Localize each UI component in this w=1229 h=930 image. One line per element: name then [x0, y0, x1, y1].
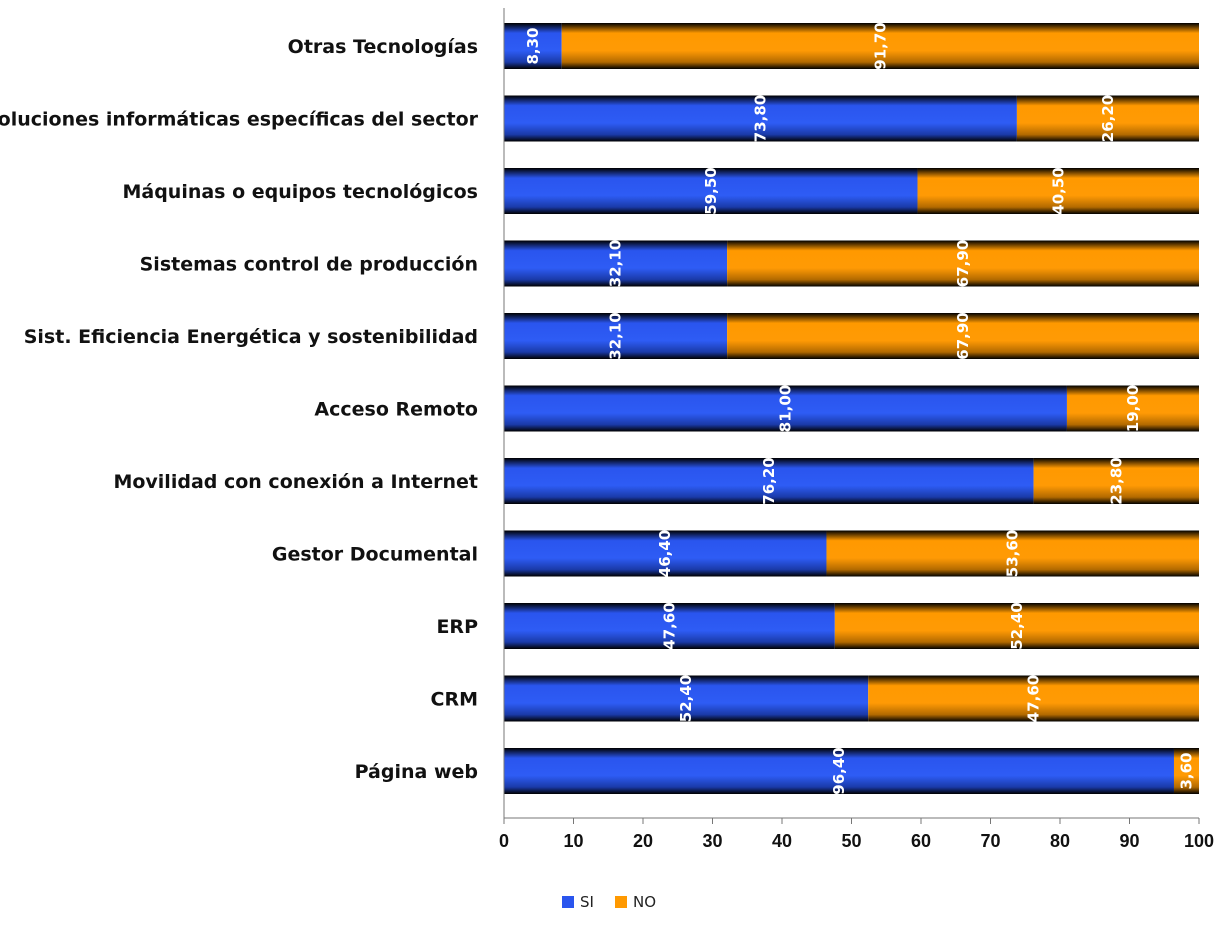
data-label-si: 8,30	[524, 27, 542, 64]
x-tick-label: 60	[911, 831, 931, 851]
data-label-si: 32,10	[607, 240, 625, 287]
category-label: Sist. Eficiencia Energética y sostenibil…	[24, 326, 478, 348]
data-label-si: 96,40	[830, 747, 848, 794]
x-tick-label: 0	[499, 831, 509, 851]
bars-group	[504, 23, 1199, 794]
bar-no	[561, 23, 1199, 69]
legend: SI NO	[562, 893, 656, 911]
data-label-no: 52,40	[1008, 602, 1026, 649]
category-label: Acceso Remoto	[314, 399, 478, 421]
data-label-no: 91,70	[871, 22, 889, 69]
legend-label-si: SI	[580, 893, 594, 911]
data-label-si: 59,50	[702, 167, 720, 214]
data-label-no: 53,60	[1004, 530, 1022, 577]
x-tick-label: 40	[772, 831, 792, 851]
data-label-si: 52,40	[677, 675, 695, 722]
x-tick-label: 30	[702, 831, 722, 851]
bar-si	[504, 603, 835, 649]
legend-swatch-si	[562, 896, 574, 908]
category-label: Soluciones informáticas específicas del …	[0, 109, 479, 131]
bar-no	[727, 240, 1199, 287]
bar-no	[1173, 748, 1199, 794]
category-label: Sistemas control de producción	[140, 254, 478, 276]
x-tick-label: 10	[563, 831, 583, 851]
bar-si	[504, 23, 562, 69]
data-label-no: 26,20	[1099, 95, 1117, 142]
bar-no	[727, 313, 1199, 359]
x-tick-label: 80	[1050, 831, 1070, 851]
bar-no	[868, 675, 1199, 722]
bar-si	[504, 313, 728, 359]
x-tick-label: 50	[841, 831, 861, 851]
data-label-no: 19,00	[1124, 385, 1142, 432]
bar-no	[917, 168, 1199, 214]
legend-label-no: NO	[633, 893, 656, 911]
bar-no	[826, 530, 1199, 577]
x-tick-label: 70	[980, 831, 1000, 851]
data-label-no: 40,50	[1049, 167, 1067, 214]
bar-si	[504, 675, 869, 722]
bar-no	[1033, 458, 1199, 504]
category-label: ERP	[436, 616, 478, 638]
category-label: Gestor Documental	[272, 544, 478, 566]
bar-si	[504, 458, 1034, 504]
data-label-si: 81,00	[776, 385, 794, 432]
data-label-si: 73,80	[751, 95, 769, 142]
legend-swatch-no	[615, 896, 627, 908]
data-label-si: 46,40	[656, 530, 674, 577]
data-label-no: 23,80	[1107, 457, 1125, 504]
data-label-si: 47,60	[660, 602, 678, 649]
category-labels-group: Otras Tecnologías Soluciones informáticas…	[0, 36, 479, 783]
bar-si	[504, 95, 1017, 142]
category-label: Máquinas o equipos tecnológicos	[122, 181, 478, 203]
bar-no	[834, 603, 1199, 649]
bar-si	[504, 385, 1067, 432]
x-axis: 0 10 20 30 40 50 60 70 80 90 100	[499, 8, 1214, 851]
x-tick-label: 90	[1119, 831, 1139, 851]
x-tick-label: 20	[633, 831, 653, 851]
category-label: Movilidad con conexión a Internet	[113, 471, 478, 493]
data-label-no: 67,90	[954, 312, 972, 359]
bar-si	[504, 168, 918, 214]
bar-si	[504, 240, 728, 287]
bar-no	[1016, 95, 1199, 142]
category-label: CRM	[431, 689, 478, 711]
bar-si	[504, 530, 827, 577]
data-label-no: 47,60	[1025, 675, 1043, 722]
data-label-no: 3,60	[1177, 752, 1195, 789]
data-labels-group: 8,30 91,70 73,80 26,20 59,50 40,50 32,10 67,90 3…	[524, 22, 1196, 794]
category-label: Página web	[355, 761, 478, 783]
data-label-si: 76,20	[760, 457, 778, 504]
bar-si	[504, 748, 1174, 794]
category-label: Otras Tecnologías	[288, 36, 478, 58]
data-label-si: 32,10	[607, 312, 625, 359]
bar-no	[1066, 385, 1199, 432]
data-label-no: 67,90	[954, 240, 972, 287]
x-tick-label: 100	[1184, 831, 1214, 851]
